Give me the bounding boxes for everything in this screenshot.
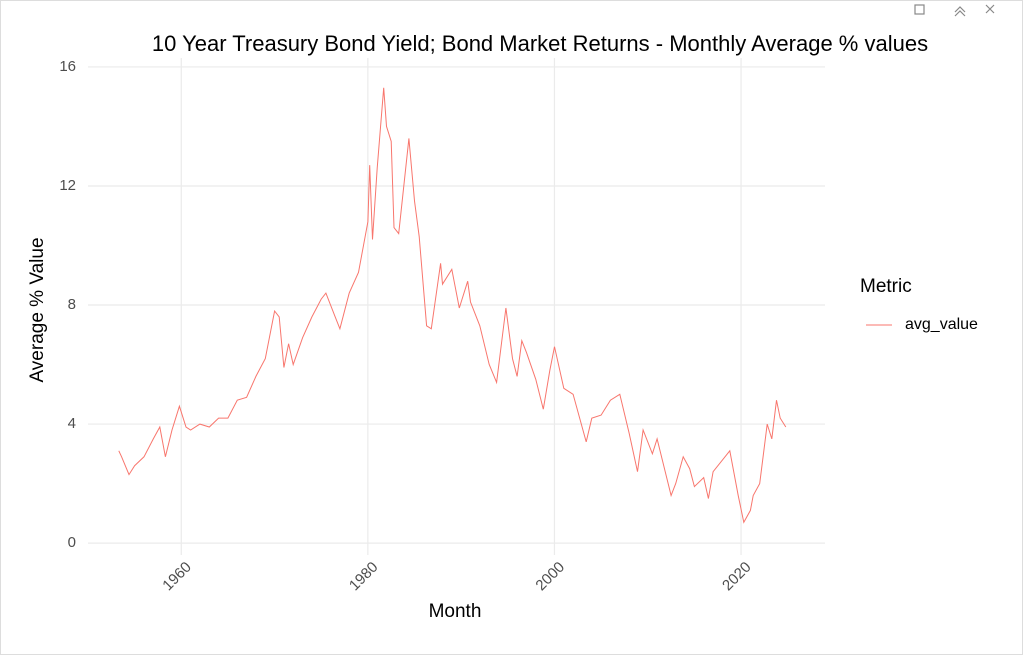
data-line: [118, 87, 787, 524]
window-controls[interactable]: [914, 4, 995, 17]
legend-title: Metric: [860, 276, 912, 297]
y-tick-label: 4: [68, 415, 76, 432]
y-tick-label: 12: [59, 177, 76, 194]
y-axis-title: Average % Value: [27, 237, 48, 382]
x-axis-title: Month: [429, 601, 482, 622]
y-tick-label: 16: [59, 58, 76, 75]
y-tick-label: 0: [68, 534, 76, 551]
chart-title: 10 Year Treasury Bond Yield; Bond Market…: [152, 31, 928, 56]
legend-label: avg_value: [905, 316, 978, 333]
y-tick-label: 8: [68, 296, 76, 313]
